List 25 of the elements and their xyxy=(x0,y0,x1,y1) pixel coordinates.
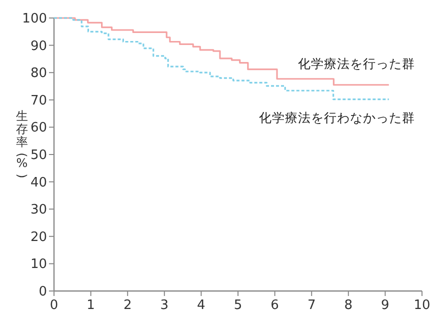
x-tick-label: 8 xyxy=(344,298,353,313)
x-tick-label: 9 xyxy=(381,298,390,313)
y-tick-label: 100 xyxy=(22,12,47,26)
x-tick-label: 6 xyxy=(270,298,279,313)
x-tick-label: 1 xyxy=(86,298,95,313)
x-tick-label: 5 xyxy=(234,298,242,313)
x-tick-label: 3 xyxy=(160,298,169,313)
y-tick-label: 40 xyxy=(30,175,47,190)
y-tick-label: 90 xyxy=(30,38,47,54)
x-tick-label: 7 xyxy=(307,298,316,313)
y-tick-label: 60 xyxy=(30,120,47,136)
x-tick-label: 2 xyxy=(123,298,132,313)
series-label: 化学療法を行わなかった群 xyxy=(259,110,415,125)
x-tick-label: 0 xyxy=(50,298,58,313)
series-label: 化学療法を行った群 xyxy=(298,56,415,71)
y-tick-label: 70 xyxy=(30,93,47,108)
y-tick-label: 30 xyxy=(30,202,47,218)
y-tick-label: 10 xyxy=(30,257,47,272)
y-axis-title: 生存率(%) xyxy=(15,109,29,178)
y-tick-label: 50 xyxy=(30,148,47,163)
x-tick-label: 4 xyxy=(197,298,206,313)
y-tick-label: 0 xyxy=(38,284,47,300)
y-tick-label: 20 xyxy=(30,230,47,245)
x-tick-label: 10 xyxy=(414,298,430,313)
y-tick-label: 80 xyxy=(30,66,47,82)
